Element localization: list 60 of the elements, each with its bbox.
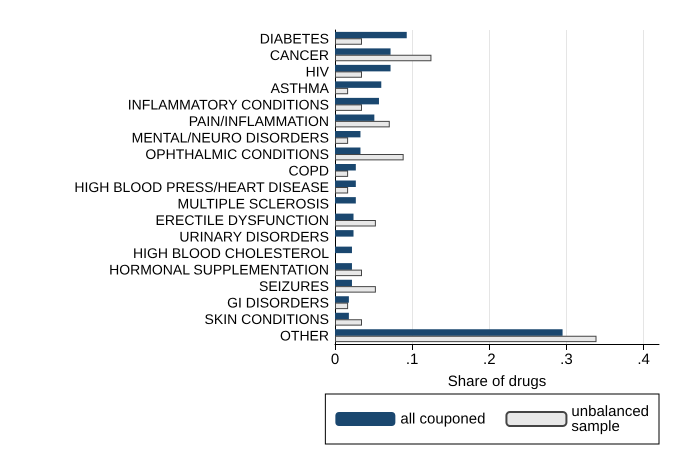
y-tick-label: HIGH BLOOD CHOLESTEROL xyxy=(132,245,330,262)
y-tick-label: HIV xyxy=(306,63,330,80)
bar xyxy=(335,302,348,310)
bar xyxy=(335,120,390,128)
x-tick-label: .2 xyxy=(483,351,496,368)
bar xyxy=(335,180,356,187)
y-tick-label: INFLAMMATORY CONDITIONS xyxy=(128,96,329,112)
bar xyxy=(335,220,376,226)
bar xyxy=(335,329,563,336)
bar xyxy=(335,137,348,144)
bar xyxy=(335,170,348,177)
x-axis-title: Share of drugs xyxy=(448,373,546,390)
y-tick-label: HORMONAL SUPPLEMENTATION xyxy=(109,262,329,278)
bar xyxy=(335,81,382,88)
bar xyxy=(335,296,349,303)
x-tick-label: .1 xyxy=(406,351,418,368)
y-tick-label: URINARY DISORDERS xyxy=(179,228,329,245)
bar xyxy=(335,38,362,45)
y-tick-label: HIGH BLOOD PRESS/HEART DISEASE xyxy=(74,179,329,195)
bar xyxy=(335,104,362,111)
y-tick-label: CANCER xyxy=(270,46,329,63)
bar xyxy=(335,98,379,104)
x-tick-label: .3 xyxy=(560,351,573,368)
bar xyxy=(335,148,360,154)
bar xyxy=(335,263,352,270)
y-tick-label: PAIN/INFLAMMATION xyxy=(188,112,329,129)
y-tick-label: SEIZURES xyxy=(258,278,329,294)
y-tick-label: GI DISORDERS xyxy=(227,294,329,311)
bar xyxy=(335,319,362,326)
bar xyxy=(335,230,354,237)
y-tick-label: MULTIPLE SCLEROSIS xyxy=(178,196,329,212)
y-tick-label: OPHTHALMIC CONDITIONS xyxy=(145,146,329,162)
bar xyxy=(335,48,391,55)
bar xyxy=(335,114,374,121)
legend-label: all couponed xyxy=(400,410,486,428)
x-tick-label: 0 xyxy=(330,351,340,368)
bar xyxy=(335,71,362,78)
bar xyxy=(335,154,404,160)
bar xyxy=(335,214,354,220)
bar xyxy=(335,280,352,286)
x-tick-label: .4 xyxy=(637,351,650,368)
bar xyxy=(335,197,356,204)
bar xyxy=(335,88,348,94)
bar xyxy=(335,270,362,276)
bar xyxy=(335,64,391,72)
bar xyxy=(335,246,352,254)
bar xyxy=(335,164,356,170)
bar xyxy=(335,130,360,138)
bar xyxy=(335,286,376,293)
y-tick-label: COPD xyxy=(288,162,329,178)
bar xyxy=(335,187,348,194)
y-tick-label: OTHER xyxy=(280,328,329,344)
y-tick-label: SKIN CONDITIONS xyxy=(204,311,329,328)
bar xyxy=(335,312,349,320)
y-tick-label: DIABETES xyxy=(260,30,329,46)
legend-label: unbalanced sample xyxy=(571,403,650,435)
y-tick-label: ERECTILE DYSFUNCTION xyxy=(156,212,329,228)
y-tick-label: ASTHMA xyxy=(270,80,330,96)
bar xyxy=(335,32,407,38)
y-tick-label: MENTAL/NEURO DISORDERS xyxy=(132,129,329,146)
